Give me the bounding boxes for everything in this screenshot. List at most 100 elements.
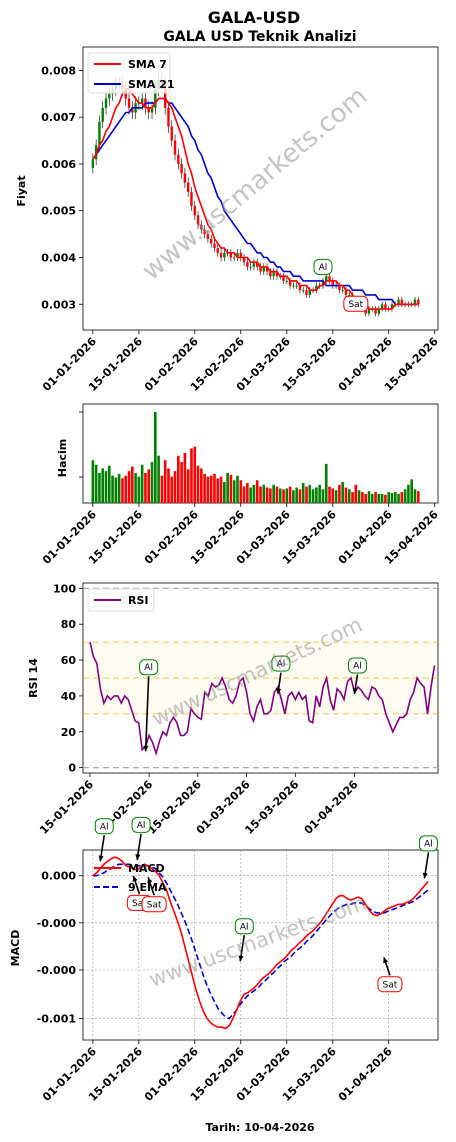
candle-body (98, 121, 101, 146)
candle-body (380, 304, 384, 309)
macd-signal-label: Al (137, 821, 146, 831)
price-signal-badge (343, 295, 369, 312)
macd-ytick-label: -0.000 (37, 964, 77, 977)
volume-bar (377, 493, 381, 503)
volume-ylabel: Hacim (56, 439, 69, 477)
volume-bar (318, 484, 321, 503)
price-ytick-label: 0.004 (41, 251, 76, 264)
candle-body (104, 98, 108, 108)
volume-bar (370, 493, 374, 503)
price-panel: 01-01-202615-01-202601-02-202615-02-2026… (40, 46, 441, 394)
volume-bar (104, 471, 108, 503)
candle-body (367, 308, 371, 314)
candle-body (206, 234, 210, 239)
volume-bar (384, 494, 387, 503)
volume-bar (361, 492, 364, 503)
macd-line (92, 856, 429, 1030)
candle-body (131, 107, 134, 113)
candle-body (256, 262, 259, 267)
candle-body (397, 299, 400, 305)
price-ytick-label: 0.005 (41, 205, 76, 218)
rsi-xtick-label: 01-04-2026 (302, 778, 361, 837)
volume-bar (390, 492, 394, 503)
candle-body (265, 266, 269, 272)
candle-body (269, 271, 272, 277)
volume-bar (147, 469, 151, 503)
volume-bar (209, 475, 213, 503)
macd-signal-arrowhead (238, 955, 244, 962)
volume-bar (351, 492, 354, 503)
volume-bar (249, 487, 252, 503)
candle-body (183, 173, 187, 183)
volume-bar (98, 472, 101, 503)
sma21-line (92, 97, 419, 306)
volume-bar (167, 468, 170, 503)
macd-frame (82, 849, 439, 1041)
volume-bar (213, 473, 216, 503)
candle-body (203, 229, 206, 235)
candle-body (190, 192, 193, 207)
volume-bar (150, 462, 154, 503)
volume-bar (380, 493, 384, 503)
volume-bar (160, 475, 164, 503)
volume-bar (170, 476, 174, 503)
candle-body (390, 304, 394, 309)
candle-body (252, 262, 256, 267)
candle-body (154, 89, 157, 108)
volume-bar (328, 486, 331, 503)
volume-bar (367, 491, 371, 503)
rsi-signal-arrowhead (143, 745, 149, 752)
macd-ytick-label: 0.000 (41, 870, 76, 883)
volume-bar (288, 486, 292, 503)
volume-bar (232, 480, 236, 503)
candle-body (213, 243, 216, 249)
volume-bar (407, 484, 410, 503)
volume-bar (334, 490, 338, 503)
macd-signal-label: Al (240, 922, 249, 932)
macd-ytick-label: -0.001 (37, 1013, 76, 1026)
volume-bar (177, 455, 180, 503)
candle-body (344, 290, 348, 295)
candle-body (101, 107, 104, 122)
rsi-signal-badge (347, 657, 367, 674)
volume-bar (344, 487, 348, 503)
macd-signal-label: Sat (132, 899, 147, 909)
volume-bar (196, 465, 200, 503)
volume-bar (242, 486, 246, 503)
candle-body (331, 280, 335, 286)
price-ytick-label: 0.003 (41, 298, 76, 311)
candle-body (292, 285, 295, 287)
volume-bar (282, 489, 285, 503)
rsi-signal-label: Al (277, 660, 286, 670)
candle-body (216, 248, 219, 253)
candle-body (246, 262, 249, 267)
macd-ytick-label: -0.000 (37, 917, 77, 930)
volume-bar (403, 489, 407, 503)
volume-bar (173, 471, 177, 503)
volume-bar (410, 479, 414, 503)
rsi-signal-label: Al (144, 663, 153, 673)
volume-bar (272, 484, 275, 503)
candle-body (384, 304, 387, 309)
candle-body (147, 107, 150, 113)
volume-bar (298, 489, 302, 503)
rsi-ytick-label: 0 (68, 762, 76, 775)
candle-body (150, 107, 154, 113)
volume-bar (354, 484, 358, 503)
volume-bar (315, 487, 318, 503)
candle-body (285, 280, 288, 282)
volume-bar (295, 487, 298, 503)
volume-bar (341, 482, 344, 503)
volume-bar (131, 466, 134, 503)
candle-body (173, 140, 177, 155)
rsi-signal-arrowhead (276, 688, 282, 694)
candle-body (167, 107, 170, 127)
candle-body (242, 257, 246, 263)
macd-signal-badge (234, 918, 254, 935)
macd-signal-badge (377, 976, 403, 993)
macd-signal-label: Al (424, 839, 433, 849)
volume-bar (400, 492, 404, 503)
price-signal-badge (313, 258, 333, 275)
candle-body (259, 266, 262, 272)
candle-body (236, 252, 239, 258)
